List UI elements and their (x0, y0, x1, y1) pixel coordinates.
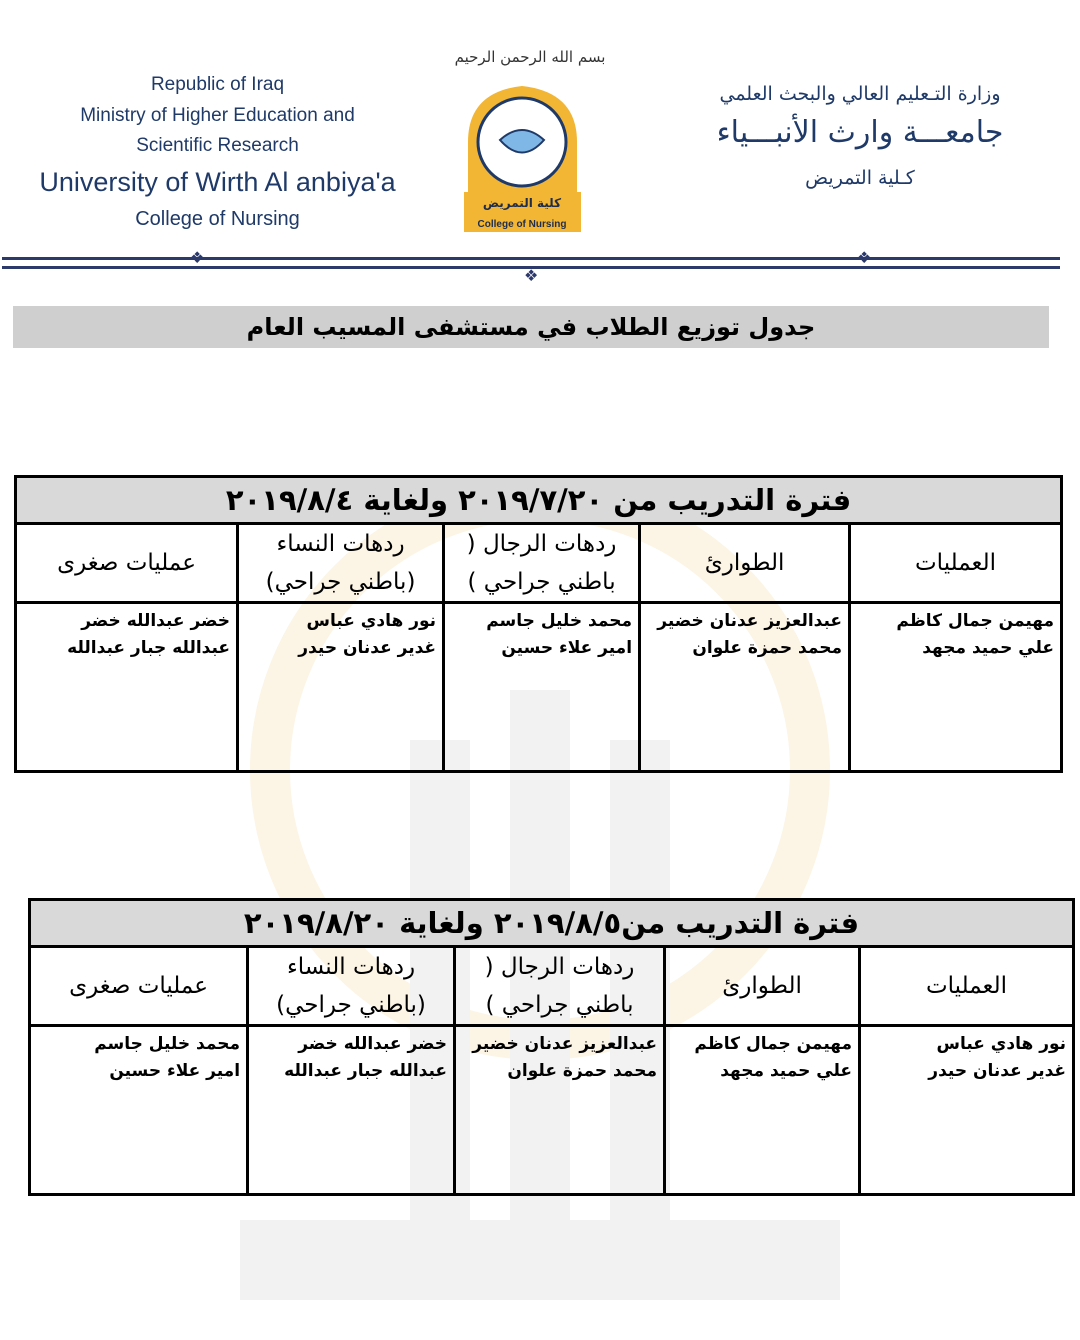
column-header-operations: العمليات (848, 522, 1064, 604)
ornament-icon: ❖ (857, 248, 872, 267)
header-university-ar: جامعـــة وارث الأنبـــياء (716, 115, 1004, 150)
student-name: عبدالله جبار عبدالله (284, 1061, 448, 1081)
student-name: محمد خليل جاسم (486, 611, 633, 631)
header-university-en: University of Wirth Al anbiya'a (39, 167, 396, 197)
column-header-men-wards: ردهات الرجال ( باطني جراحي ) (442, 522, 642, 604)
table-cell: نور هادي عباس غدير عدنان حيدر (236, 601, 446, 773)
student-name: مهيمن جمال كاظم (694, 1034, 853, 1054)
logo-arabic-text: كلية التمريض (483, 196, 561, 210)
header-divider-top (2, 257, 1060, 260)
column-header-emergency: الطوارئ (663, 945, 862, 1027)
column-header-men-wards: ردهات الرجال ( باطني جراحي ) (453, 945, 667, 1027)
table-cell: محمد خليل جاسم امير علاء حسين (442, 601, 642, 773)
student-name: غدير عدنان حيدر (298, 638, 437, 658)
column-header-minor-operations: عمليات صغرى (13, 522, 240, 604)
header-college-ar: كـلية التمريض (805, 167, 915, 189)
column-header-minor-operations: عمليات صغرى (27, 945, 250, 1027)
student-name: امير علاء حسين (109, 1061, 241, 1081)
column-header-women-wards: ردهات النساء (باطني جراحي) (236, 522, 446, 604)
student-name: خضر عبدالله خضر (298, 1034, 448, 1054)
student-name: محمد حمزة علوان (507, 1061, 658, 1081)
header-college-en: College of Nursing (135, 208, 300, 230)
column-header-women-wards: ردهات النساء (باطني جراحي) (246, 945, 457, 1027)
header-republic: Republic of Iraq (150, 74, 285, 95)
student-name: عبدالله جبار عبدالله (67, 638, 231, 658)
table-cell: خضر عبدالله خضر عبدالله جبار عبدالله (13, 601, 240, 773)
student-name: خضر عبدالله خضر (81, 611, 231, 631)
table-cell: عبدالعزيز عدنان خضير محمد حمزة علوان (453, 1024, 667, 1196)
document-title: جدول توزيع الطلاب في مستشفى المسيب العام (13, 306, 1049, 348)
table-cell: نور هادي عباس غدير عدنان حيدر (858, 1024, 1076, 1196)
ornament-icon: ❖ (524, 266, 539, 285)
header-ministry-ar: وزارة التـعليم العالي والبحث العلمي (719, 83, 1001, 105)
table-cell: مهيمن جمال كاظم علي حميد مجهد (848, 601, 1064, 773)
college-logo: كلية التمريض College of Nursing (460, 82, 585, 234)
student-name: عبدالعزيز عدنان خضير (657, 611, 843, 631)
schedule-table-1: فترة التدريب من ٢٠١٩/٧/٢٠ ولغاية ٢٠١٩/٨/… (13, 475, 1064, 773)
column-header-emergency: الطوارئ (638, 522, 852, 604)
student-name: محمد خليل جاسم (94, 1034, 241, 1054)
table-cell: محمد خليل جاسم امير علاء حسين (27, 1024, 250, 1196)
ornament-icon: ❖ (190, 248, 205, 267)
student-name: عبدالعزيز عدنان خضير (472, 1034, 658, 1054)
basmala: بسم الله الرحمن الرحيم (454, 48, 606, 66)
table-cell: خضر عبدالله خضر عبدالله جبار عبدالله (246, 1024, 457, 1196)
student-name: محمد حمزة علوان (692, 638, 843, 658)
logo-english-text: College of Nursing (478, 219, 567, 230)
header-ministry: Ministry of Higher Education and (80, 105, 355, 126)
table-2-period-title: فترة التدريب من٢٠١٩/٨/٥ ولغاية ٢٠١٩/٨/٢٠ (27, 898, 1076, 948)
student-name: علي حميد مجهد (922, 638, 1055, 658)
student-name: نور هادي عباس (306, 611, 437, 631)
student-name: امير علاء حسين (501, 638, 633, 658)
student-name: مهيمن جمال كاظم (896, 611, 1055, 631)
student-name: نور هادي عباس (936, 1034, 1067, 1054)
column-header-operations: العمليات (858, 945, 1076, 1027)
table-cell: مهيمن جمال كاظم علي حميد مجهد (663, 1024, 862, 1196)
table-cell: عبدالعزيز عدنان خضير محمد حمزة علوان (638, 601, 852, 773)
table-1-period-title: فترة التدريب من ٢٠١٩/٧/٢٠ ولغاية ٢٠١٩/٨/… (13, 475, 1064, 525)
schedule-table-2: فترة التدريب من٢٠١٩/٨/٥ ولغاية ٢٠١٩/٨/٢٠… (27, 898, 1076, 1196)
header-research: Scientific Research (136, 135, 299, 156)
student-name: علي حميد مجهد (720, 1061, 853, 1081)
student-name: غدير عدنان حيدر (928, 1061, 1067, 1081)
header-divider-bottom (2, 266, 1060, 269)
